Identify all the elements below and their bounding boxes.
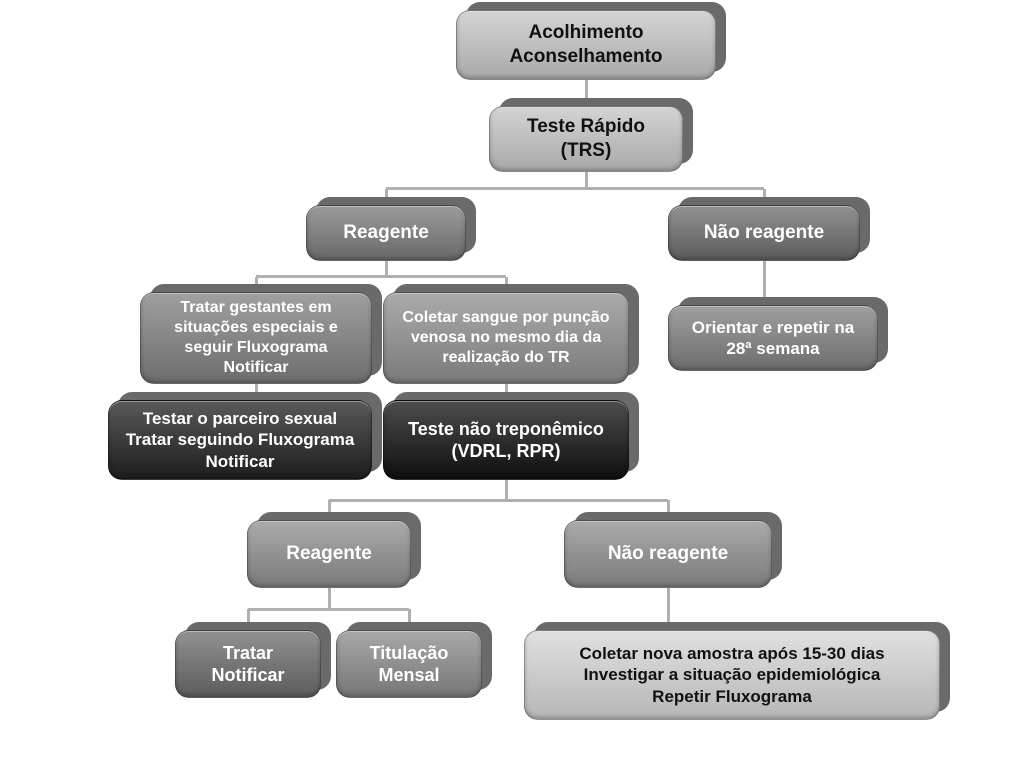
- node-box: Teste Rápido(TRS): [489, 106, 683, 172]
- node-box: Orientar e repetir na 28ª semana: [668, 305, 878, 371]
- node-n2: Teste Rápido(TRS): [489, 106, 693, 180]
- connector: [386, 187, 764, 190]
- node-label: Testar o parceiro sexualTratar seguindo …: [119, 408, 361, 472]
- node-n3: Reagente: [306, 205, 476, 269]
- node-n4: Não reagente: [668, 205, 870, 269]
- node-label: AcolhimentoAconselhamento: [509, 21, 662, 69]
- node-box: Reagente: [306, 205, 466, 261]
- node-label: Coletar sangue por punção venosa no mesm…: [394, 308, 618, 368]
- node-label: TitulaçãoMensal: [370, 642, 449, 687]
- node-label: Não reagente: [608, 542, 728, 566]
- node-box: Coletar nova amostra após 15-30 diasInve…: [524, 630, 940, 720]
- node-box: Teste não treponêmico(VDRL, RPR): [383, 400, 629, 480]
- node-box: Reagente: [247, 520, 411, 588]
- node-n8: Testar o parceiro sexualTratar seguindo …: [108, 400, 382, 488]
- node-n7: Orientar e repetir na 28ª semana: [668, 305, 888, 379]
- node-label: Orientar e repetir na 28ª semana: [679, 317, 867, 360]
- node-n13: TitulaçãoMensal: [336, 630, 492, 706]
- node-n1: AcolhimentoAconselhamento: [456, 10, 726, 88]
- node-n9: Teste não treponêmico(VDRL, RPR): [383, 400, 639, 488]
- node-box: Testar o parceiro sexualTratar seguindo …: [108, 400, 372, 480]
- node-box: Coletar sangue por punção venosa no mesm…: [383, 292, 629, 384]
- node-n10: Reagente: [247, 520, 421, 596]
- node-box: AcolhimentoAconselhamento: [456, 10, 716, 80]
- connector: [256, 275, 506, 278]
- node-n12: TratarNotificar: [175, 630, 331, 706]
- node-box: Tratar gestantes em situações especiais …: [140, 292, 372, 384]
- connector: [248, 608, 409, 611]
- node-label: Teste não treponêmico(VDRL, RPR): [408, 418, 604, 463]
- node-n11: Não reagente: [564, 520, 782, 596]
- node-n14: Coletar nova amostra após 15-30 diasInve…: [524, 630, 950, 728]
- node-box: Não reagente: [564, 520, 772, 588]
- node-label: Não reagente: [704, 221, 824, 245]
- node-label: Teste Rápido(TRS): [527, 115, 645, 163]
- node-n5: Tratar gestantes em situações especiais …: [140, 292, 382, 392]
- node-label: TratarNotificar: [211, 642, 284, 687]
- node-label: Reagente: [286, 542, 372, 566]
- node-box: TratarNotificar: [175, 630, 321, 698]
- node-label: Reagente: [343, 221, 429, 245]
- node-label: Tratar gestantes em situações especiais …: [151, 298, 361, 378]
- flowchart-canvas: AcolhimentoAconselhamento Teste Rápido(TR…: [0, 0, 1023, 760]
- connector: [329, 499, 668, 502]
- node-label: Coletar nova amostra após 15-30 diasInve…: [579, 643, 884, 707]
- node-box: Não reagente: [668, 205, 860, 261]
- node-n6: Coletar sangue por punção venosa no mesm…: [383, 292, 639, 392]
- node-box: TitulaçãoMensal: [336, 630, 482, 698]
